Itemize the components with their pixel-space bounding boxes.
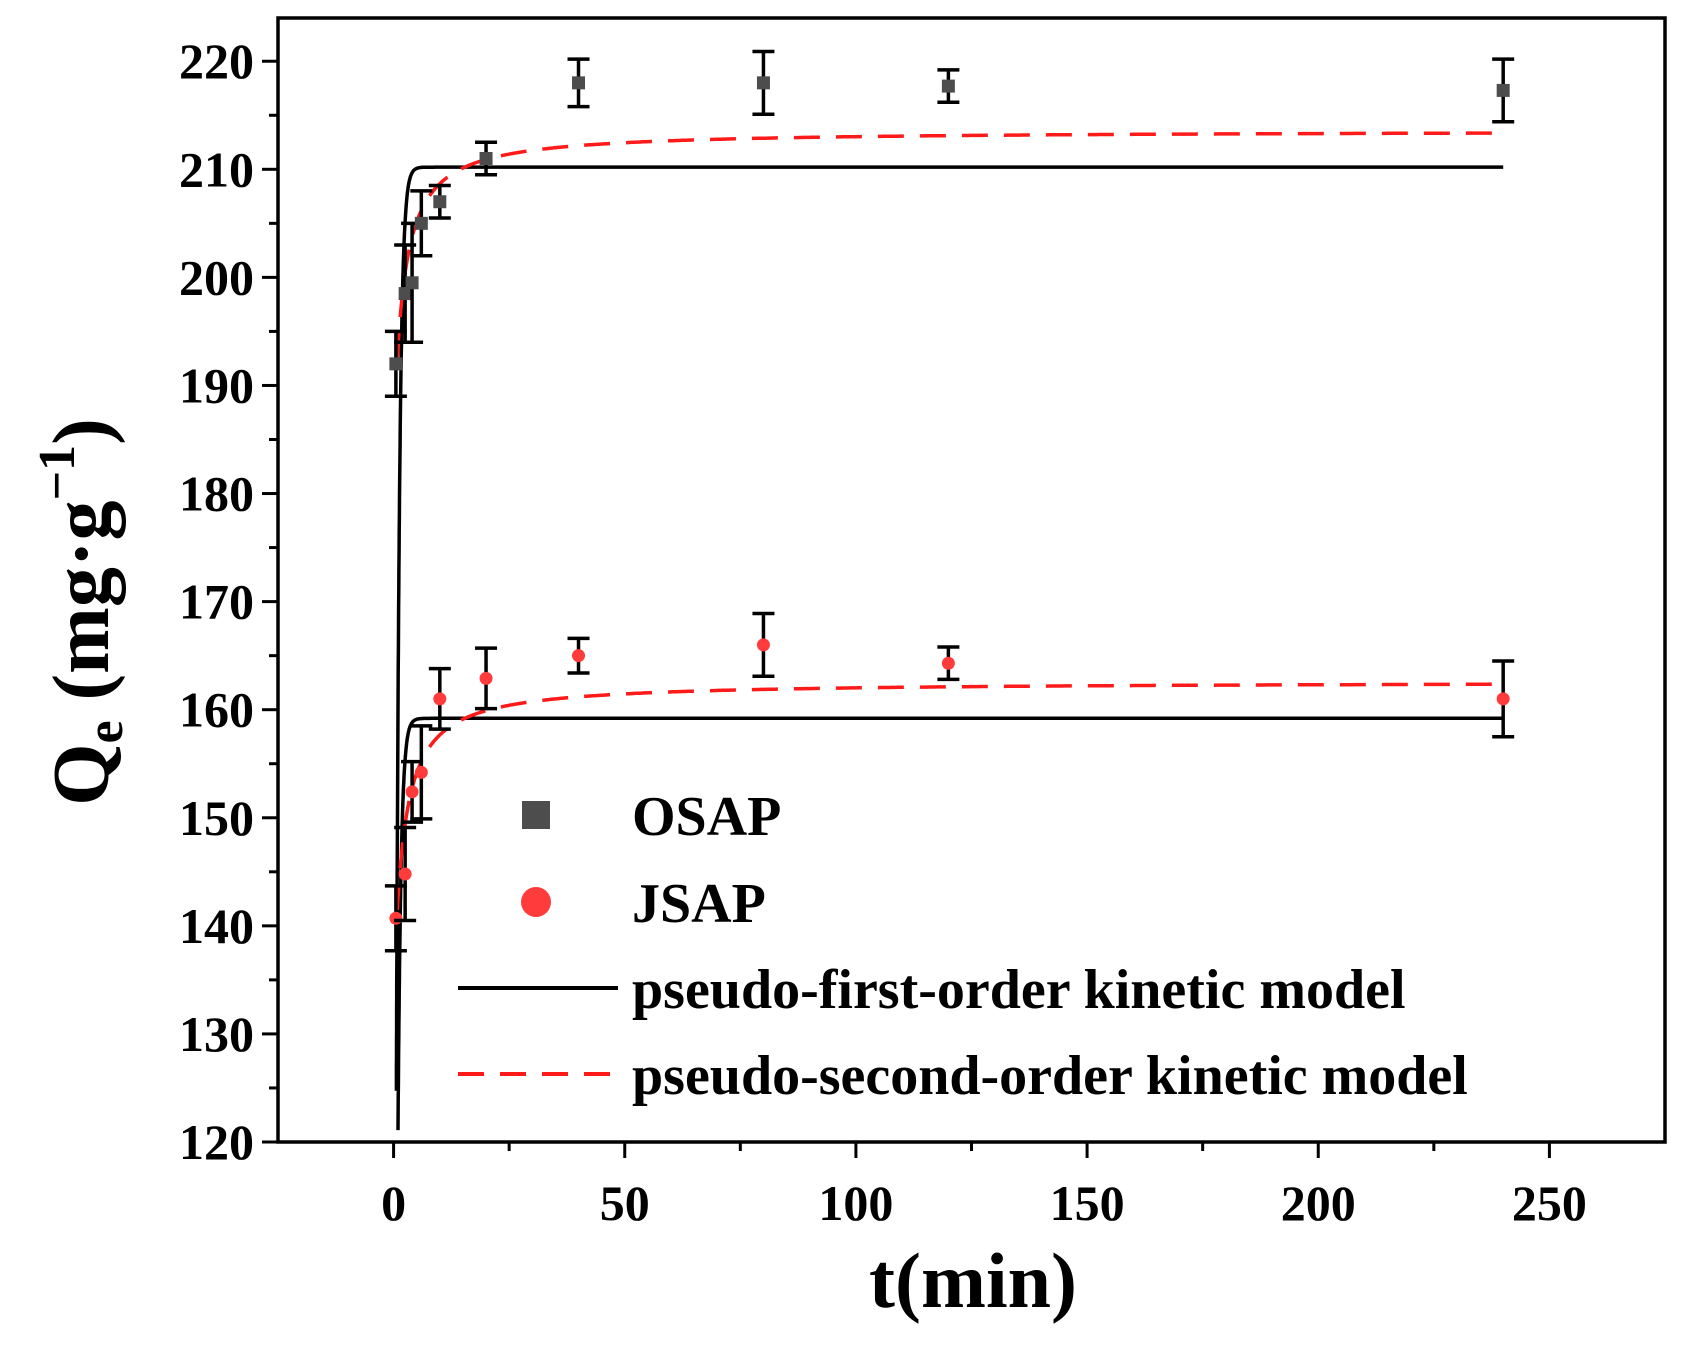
data-point-osap [398,287,412,301]
axes: 0 50 100 150 200 250 120 130 140 150 160 170 180 190 2… [179,33,1587,1231]
fit-curve-jsap-pfo [396,716,1504,1131]
data-point-jsap [572,649,586,663]
x-tick-label: 100 [818,1175,893,1231]
x-tick-label: 250 [1512,1175,1587,1231]
data-point-osap [1496,83,1510,97]
y-tick-label: 200 [179,249,254,305]
y-axis-title-subscript: e [77,720,134,743]
data-point-osap [756,76,770,90]
legend: OSAP JSAP pseudo-first-order kinetic model… [458,786,1468,1107]
x-tick-label: 200 [1281,1175,1356,1231]
x-tick-label: 150 [1050,1175,1125,1231]
y-tick-label: 220 [179,33,254,89]
data-point-jsap [398,867,412,881]
legend-label: OSAP [632,786,781,848]
legend-marker-circle [521,887,551,917]
data-points [384,49,1515,953]
legend-label: pseudo-second-order kinetic model [632,1045,1468,1107]
y-axis-title-units: (mg·g [38,500,126,700]
fit-curve-osap-pfo [394,165,1504,1091]
y-axis-title-exponent: −1 [29,445,86,501]
x-tick-label: 50 [600,1175,650,1231]
x-axis-title: t(min) [869,1237,1077,1324]
y-axis-title-main: Q [38,744,126,806]
data-point-osap [941,79,955,93]
legend-marker-square [522,801,550,829]
data-point-jsap [414,765,428,779]
y-tick-label: 160 [179,682,254,738]
y-tick-label: 210 [179,141,254,197]
data-point-jsap [405,785,419,799]
y-tick-label: 190 [179,357,254,413]
x-tick-label: 0 [381,1175,406,1231]
y-tick-label: 150 [179,790,254,846]
data-point-jsap [1496,692,1510,706]
y-tick-label: 120 [179,1114,254,1170]
y-tick-label: 170 [179,574,254,630]
fit-curve-osap-pso_offset [395,131,1504,359]
data-point-osap [389,357,403,371]
y-tick-label: 140 [179,898,254,954]
y-tick-label: 180 [179,466,254,522]
y-tick-label: 130 [179,1006,254,1062]
data-point-jsap [941,656,955,670]
data-point-jsap [433,692,447,706]
legend-label: pseudo-first-order kinetic model [632,959,1406,1021]
data-point-osap [572,76,586,90]
legend-label: JSAP [632,873,766,935]
data-point-osap [405,276,419,290]
data-point-jsap [479,671,493,685]
data-point-osap [479,152,493,165]
y-axis-title: Qe (mg·g−1) [29,418,134,806]
y-axis-title-close: ) [38,418,126,445]
data-point-osap [414,216,428,230]
data-point-jsap [389,911,403,925]
data-point-jsap [756,638,770,652]
data-point-osap [433,195,447,209]
